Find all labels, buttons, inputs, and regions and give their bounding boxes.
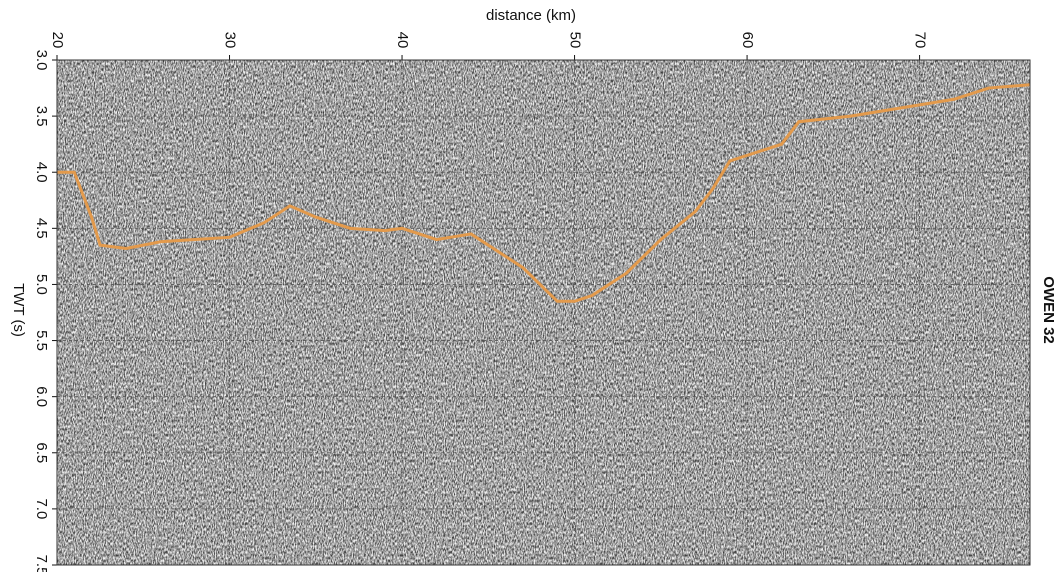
- seafloor-reflector: [57, 83, 1030, 303]
- x-tick-label: 20: [49, 32, 66, 49]
- y-tick-label: 3.0: [33, 50, 50, 71]
- x-tick-label: 40: [394, 32, 411, 49]
- y-tick-label: 5.0: [33, 274, 50, 295]
- x-tick-label: 50: [567, 32, 584, 49]
- y-tick-label: 3.5: [33, 106, 50, 127]
- y-tick-label: 6.0: [33, 386, 50, 407]
- chart-title: OWEN 32: [1040, 276, 1057, 344]
- y-tick-label: 4.5: [33, 218, 50, 239]
- plot-frame: [56, 59, 1031, 566]
- y-tick-label: 6.5: [33, 442, 50, 463]
- x-tick-label: 60: [739, 32, 756, 49]
- x-tick-label: 30: [222, 32, 239, 49]
- y-tick-label: 7.5: [33, 555, 50, 572]
- x-tick-label: 70: [912, 32, 929, 49]
- y-tick-label: 5.5: [33, 330, 50, 351]
- seismic-texture: [57, 60, 1030, 565]
- x-axis-label: distance (km): [486, 7, 576, 24]
- y-tick-label: 7.0: [33, 498, 50, 519]
- y-axis-label: TWT (s): [10, 283, 27, 337]
- y-tick-label: 4.0: [33, 162, 50, 183]
